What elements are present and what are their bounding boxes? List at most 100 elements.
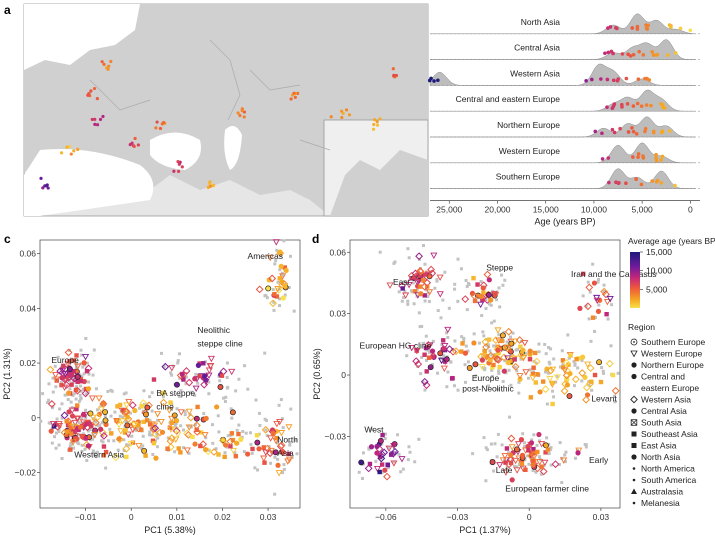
- cluster-annotation: Europe: [472, 373, 500, 383]
- ancient-sample: [496, 462, 504, 469]
- reference-sample: [515, 369, 519, 373]
- y-axis-label: PC2 (0.65%): [312, 348, 322, 400]
- reference-sample: [548, 362, 552, 366]
- reference-sample: [488, 349, 492, 353]
- reference-sample: [408, 450, 412, 454]
- reference-sample: [175, 407, 179, 411]
- ancient-sample: [121, 407, 126, 413]
- ancient-sample: [151, 440, 157, 446]
- ancient-sample: [563, 367, 572, 375]
- ancient-sample: [185, 424, 193, 431]
- panel-letter-c: c: [4, 232, 11, 246]
- x-tick-label: 0.03: [593, 512, 610, 522]
- ancient-sample: [503, 344, 511, 352]
- reference-sample: [484, 298, 488, 302]
- reference-sample: [361, 451, 365, 455]
- ancient-sample: [530, 371, 535, 377]
- ancient-sample: [85, 386, 92, 392]
- plot-frame: [349, 239, 621, 509]
- caspian-sea: [224, 126, 242, 170]
- reference-sample: [479, 279, 483, 283]
- reference-sample: [602, 289, 606, 293]
- map-sample-point: [180, 165, 184, 169]
- reference-sample: [489, 303, 493, 307]
- ancient-sample: [373, 466, 382, 473]
- reference-sample: [465, 308, 469, 312]
- reference-sample: [288, 443, 292, 447]
- reference-sample: [546, 371, 550, 375]
- ancient-sample: [80, 411, 87, 418]
- map-sample-point: [293, 95, 297, 99]
- reference-sample: [609, 344, 613, 348]
- ancient-sample: [74, 353, 79, 358]
- ancient-sample: [74, 406, 79, 412]
- legend-marker: [630, 419, 638, 426]
- pca-plot-c: −0.01 0 0.01 0.02 0.03 0.06 0.04 0.02 0 −0.02 PC1 …: [2, 239, 301, 535]
- legend-marker: [630, 395, 638, 404]
- arctic-sea: [24, 4, 140, 70]
- reference-sample: [497, 371, 501, 375]
- reference-sample: [91, 437, 95, 441]
- ancient-sample: [266, 254, 274, 262]
- map-sample-point: [176, 169, 181, 174]
- map-sample-point: [206, 185, 210, 189]
- reference-sample: [490, 353, 494, 357]
- reference-sample: [493, 442, 497, 446]
- ridge-sample-point: [606, 50, 611, 55]
- ancient-sample: [100, 431, 108, 440]
- ancient-sample: [595, 308, 602, 314]
- ancient-sample: [578, 369, 587, 377]
- ancient-sample: [154, 411, 162, 418]
- map-sample-point: [65, 145, 69, 149]
- reference-sample: [492, 469, 496, 473]
- legend-marker: [632, 501, 636, 505]
- reference-sample: [76, 441, 80, 445]
- ancient-sample: [441, 342, 449, 350]
- reference-sample: [587, 383, 591, 387]
- ancient-sample: [222, 454, 227, 460]
- reference-sample: [474, 374, 478, 378]
- ancient-sample: [551, 460, 560, 469]
- reference-sample: [80, 443, 84, 447]
- reference-sample: [519, 357, 523, 361]
- ancient-sample: [482, 354, 490, 361]
- map-sample-point: [238, 113, 242, 118]
- ancient-sample: [73, 436, 80, 442]
- reference-sample: [446, 370, 450, 374]
- ancient-sample: [492, 291, 497, 296]
- reference-sample: [545, 402, 549, 406]
- ancient-sample: [68, 407, 76, 414]
- x-tick-label: 0.01: [169, 512, 186, 522]
- reference-sample: [507, 451, 511, 455]
- ridge-sample-point: [593, 129, 598, 134]
- reference-sample: [222, 396, 226, 400]
- ancient-sample: [159, 398, 168, 407]
- reference-sample: [400, 299, 404, 303]
- map-sample-point: [98, 117, 103, 122]
- ancient-sample: [102, 409, 109, 415]
- ancient-sample: [484, 354, 490, 359]
- ancient-sample: [268, 274, 277, 283]
- ancient-sample: [151, 377, 157, 382]
- ancient-sample: [571, 375, 580, 384]
- ancient-sample: [364, 464, 373, 473]
- reference-sample: [142, 402, 146, 406]
- reference-sample: [554, 380, 558, 384]
- reference-sample: [150, 391, 154, 395]
- legend-region-label: North America: [641, 464, 695, 474]
- ancient-sample: [377, 437, 384, 444]
- ancient-sample: [429, 348, 436, 354]
- reference-sample: [500, 443, 504, 447]
- ancient-sample: [460, 341, 465, 346]
- ancient-sample: [269, 299, 277, 308]
- ancient-sample: [128, 401, 137, 410]
- reference-sample: [214, 447, 218, 451]
- reference-sample: [161, 395, 165, 399]
- reference-sample: [587, 317, 591, 321]
- reference-sample: [184, 375, 188, 379]
- legend-region-title: Region: [628, 322, 655, 332]
- reference-sample: [106, 389, 110, 393]
- reference-sample: [100, 421, 104, 425]
- ancient-sample: [520, 347, 526, 353]
- reference-sample: [560, 349, 564, 353]
